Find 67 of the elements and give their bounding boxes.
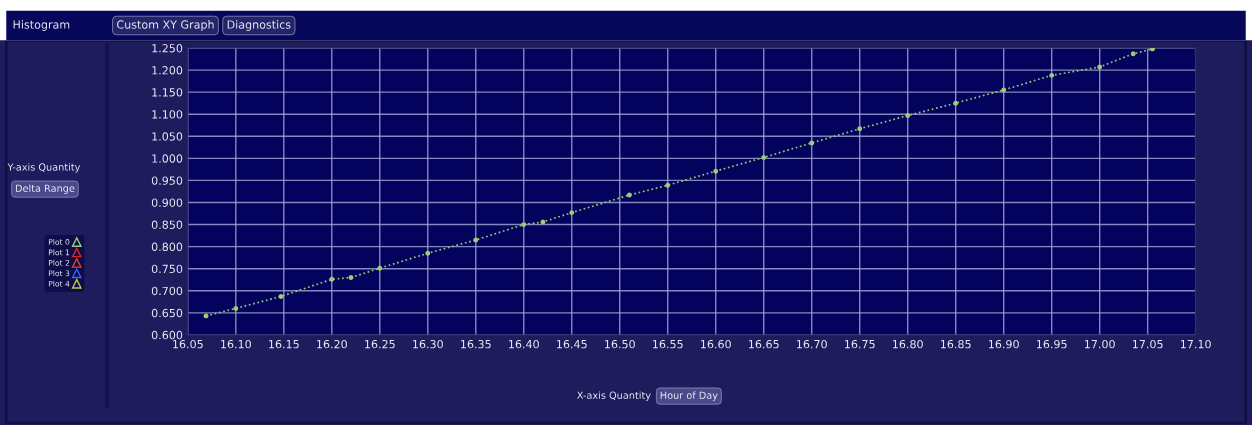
y-tick-label: 1.000	[152, 154, 183, 163]
x-tick-label: 16.40	[509, 339, 539, 349]
y-tick-label: 1.050	[152, 132, 183, 141]
text: Hour of Day	[660, 391, 718, 401]
y-tick-label: 0.650	[151, 308, 183, 318]
x-tick-label: 16.25	[365, 339, 395, 349]
x-tick-label: 16.05	[173, 339, 203, 349]
point	[1097, 64, 1103, 70]
x-tick-label: 16.60	[701, 339, 731, 349]
y-tick-label: 0.950	[151, 176, 183, 185]
x-tick-label: 17.00	[1084, 339, 1115, 349]
point	[425, 250, 431, 256]
y-tick-label: 1.250	[152, 44, 183, 53]
y-tick-label: 0.900	[151, 198, 183, 207]
x-tick-label: 16.20	[317, 339, 347, 349]
text: Custom XY Graph	[117, 20, 214, 31]
x-tick-label: 16.90	[989, 339, 1019, 349]
x-tick-label: 16.50	[605, 339, 635, 349]
point	[233, 305, 239, 311]
y-tick-label: 0.700	[151, 286, 183, 296]
x-tick-label: 16.45	[557, 339, 587, 349]
x-tick-label: 16.10	[221, 339, 251, 349]
point	[540, 219, 546, 225]
point	[569, 210, 575, 216]
x-tick-label: 16.70	[797, 339, 827, 349]
y-tick-label: 0.600	[151, 330, 183, 340]
point	[1130, 51, 1136, 57]
y-tick-label: 1.200	[152, 66, 183, 75]
text: Delta Range	[15, 184, 75, 194]
point	[1001, 87, 1007, 93]
y-tick-label: 1.100	[152, 110, 183, 119]
point	[857, 126, 863, 132]
point	[278, 294, 284, 299]
point	[626, 192, 632, 198]
point	[905, 113, 911, 118]
point	[1049, 72, 1055, 78]
y-tick-label: 1.150	[152, 88, 183, 97]
point	[521, 222, 527, 227]
text: Y-axis Quantity	[7, 163, 81, 173]
y-tick-label: 0.850	[151, 220, 183, 229]
x-tick-label: 16.95	[1037, 339, 1067, 349]
x-tick-label: 17.10	[1180, 339, 1211, 349]
point	[473, 237, 479, 243]
point	[203, 313, 209, 319]
point	[761, 155, 767, 160]
x-tick-label: 17.05	[1132, 339, 1163, 349]
y-tick-label: 0.750	[151, 264, 183, 274]
text: Diagnostics	[227, 20, 291, 31]
point	[953, 100, 959, 106]
point	[377, 265, 383, 271]
x-tick-label: 16.65	[749, 339, 779, 349]
x-tick-label: 16.80	[893, 339, 923, 349]
point	[809, 140, 815, 146]
y-tick-label: 0.800	[151, 242, 183, 252]
x-tick-label: 16.75	[845, 339, 875, 349]
x-tick-label: 16.35	[461, 339, 491, 349]
x-tick-label: 16.85	[941, 339, 971, 349]
point	[713, 168, 719, 174]
x-tick-label: 16.15	[269, 339, 299, 349]
text: Histogram	[13, 20, 70, 31]
point	[348, 275, 354, 280]
point	[1150, 48, 1155, 52]
x-tick-label: 16.30	[413, 339, 443, 349]
x-tick-label: 16.55	[653, 339, 683, 349]
point	[665, 182, 671, 188]
text: X-axis Quantity	[577, 391, 651, 401]
point	[329, 276, 335, 282]
